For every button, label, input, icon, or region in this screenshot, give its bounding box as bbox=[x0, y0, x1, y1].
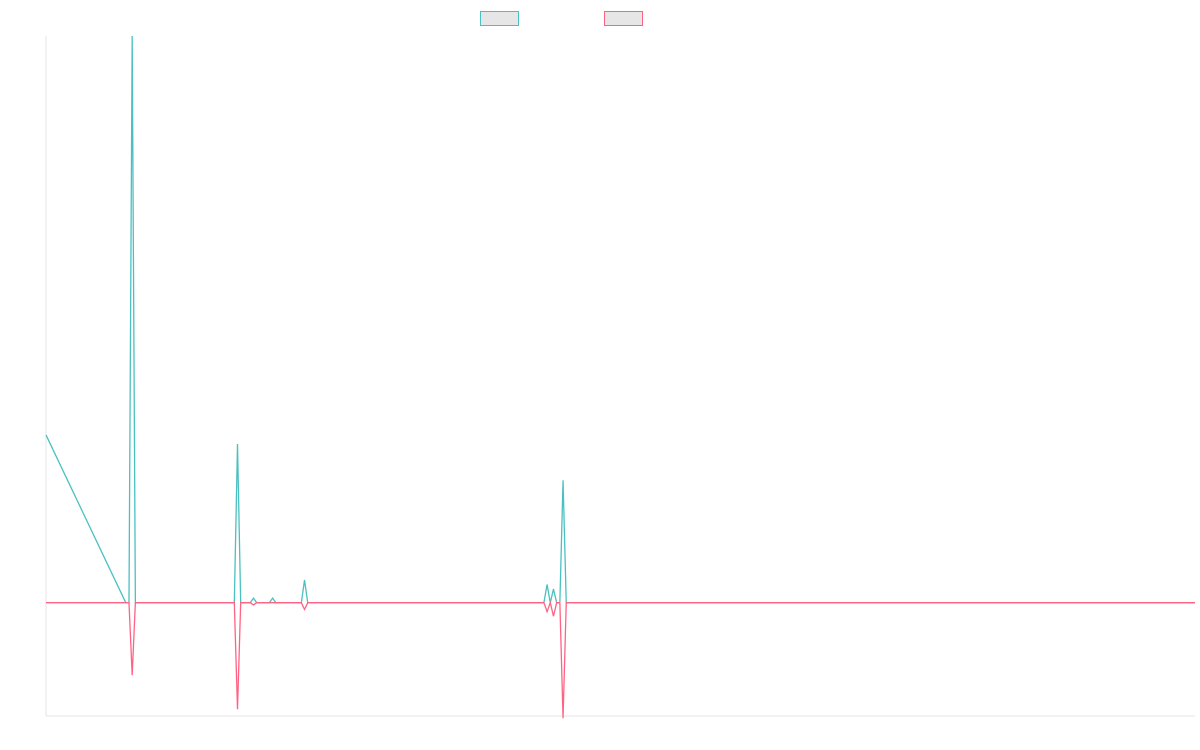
legend-swatch-series-2 bbox=[604, 10, 643, 26]
series-line-1 bbox=[45, 35, 1195, 604]
legend-item-series-1[interactable] bbox=[480, 9, 525, 27]
legend bbox=[0, 9, 1200, 27]
series-line-2 bbox=[46, 600, 1195, 719]
legend-swatch-series-1 bbox=[480, 10, 519, 26]
legend-item-series-2[interactable] bbox=[604, 9, 649, 27]
